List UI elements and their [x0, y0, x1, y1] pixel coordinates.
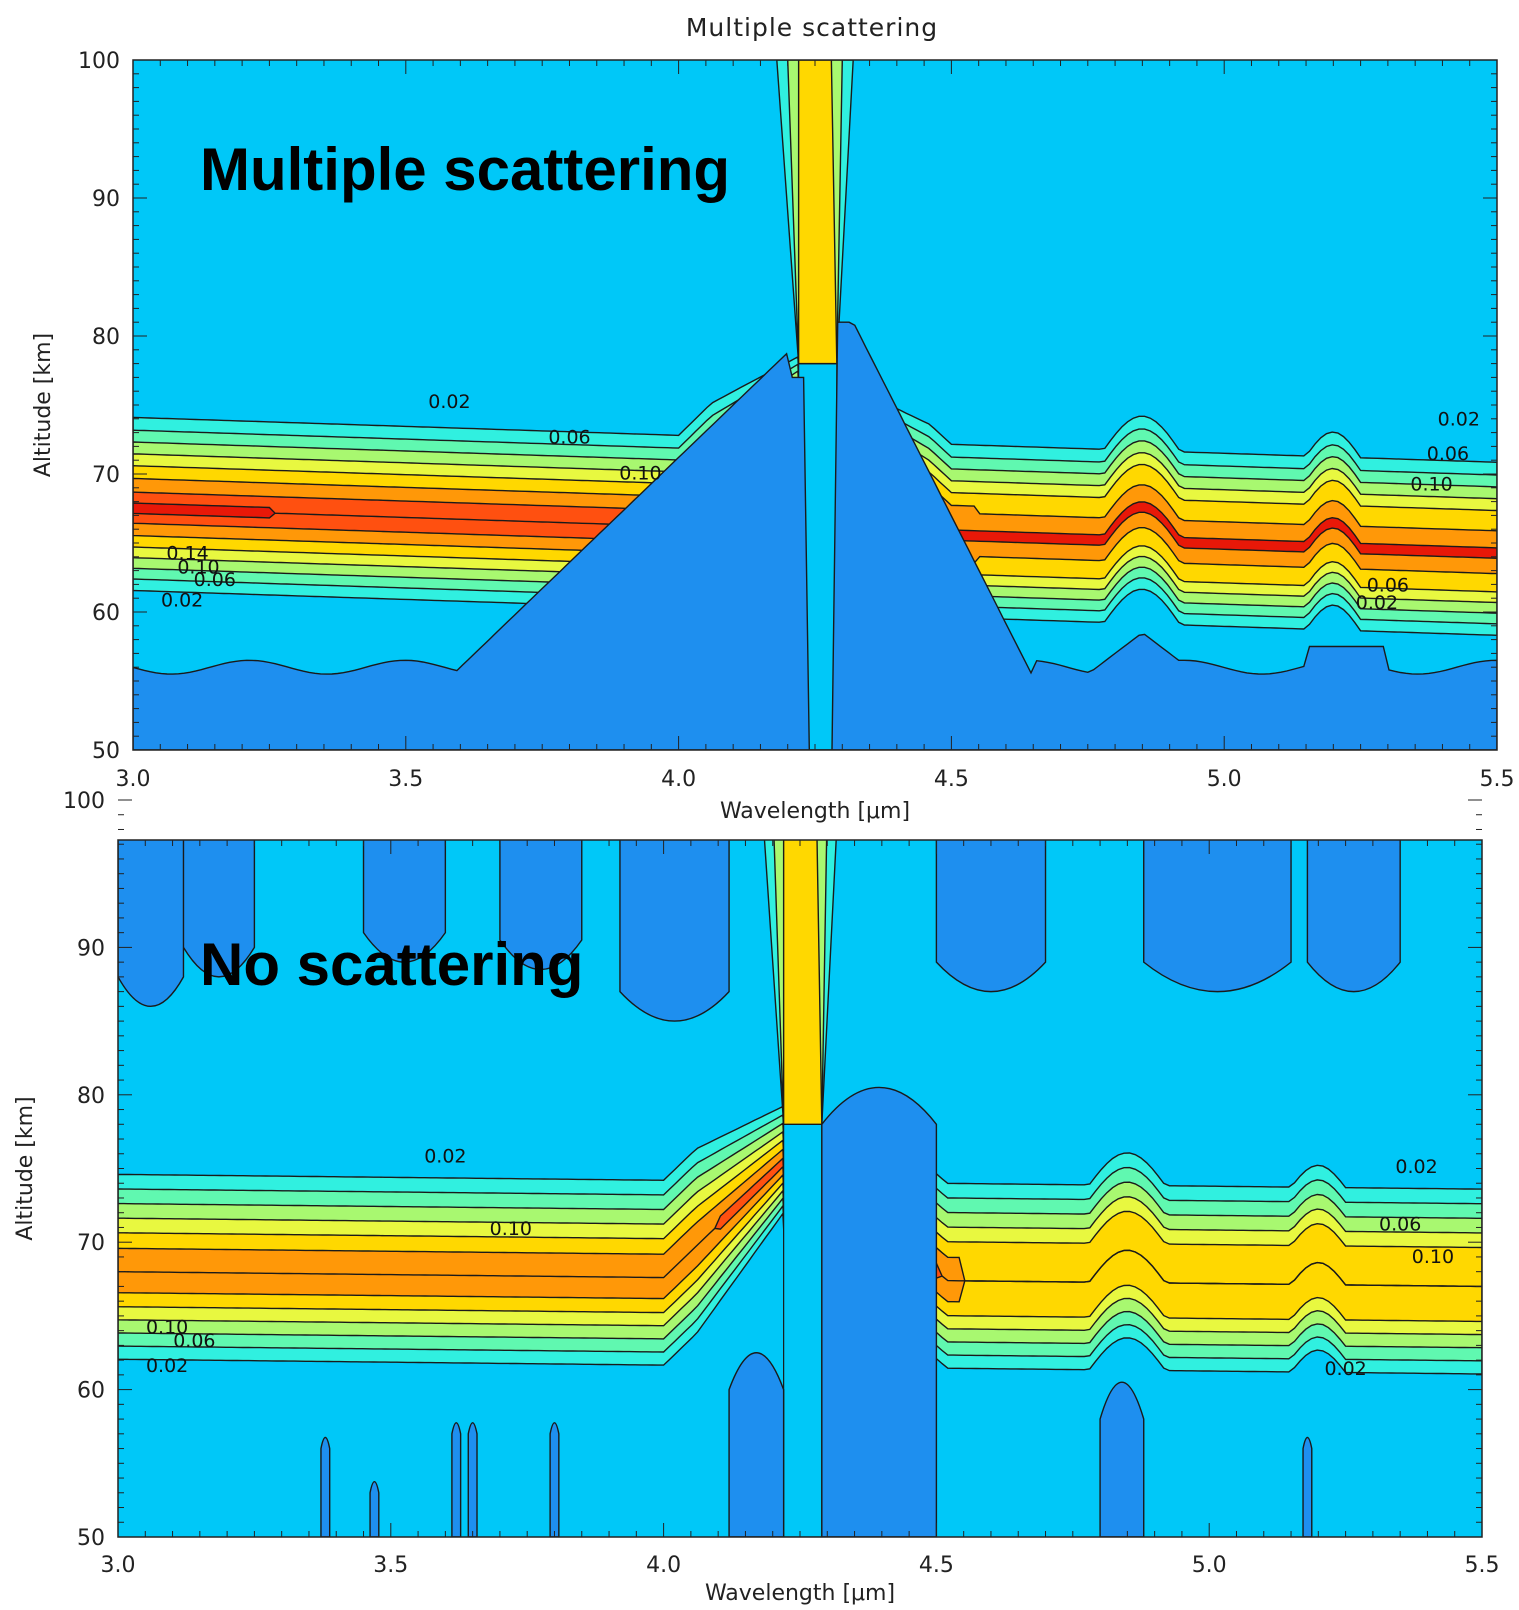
- low-value-region: [118, 840, 1401, 1537]
- contour-label: 0.02: [1324, 1358, 1366, 1380]
- x-tick-label: 3.5: [373, 1553, 408, 1578]
- contour-label: 0.06: [173, 1330, 215, 1352]
- peak-plume-c10: [797, 60, 838, 365]
- plot-area: [118, 840, 1482, 1537]
- y-tick-label: 90: [77, 936, 105, 961]
- contour-label: 0.10: [146, 1317, 188, 1339]
- y-tick-label: 80: [92, 325, 120, 350]
- y-tick-label: 70: [92, 463, 120, 488]
- axis-ticks: [132, 59, 1498, 751]
- axis-ticks: [117, 799, 1483, 1538]
- contour-label: 0.06: [1367, 574, 1409, 596]
- y-tick-label: 60: [77, 1379, 105, 1404]
- x-tick-label: 3.0: [116, 767, 151, 792]
- x-tick-label: 5.5: [1465, 1553, 1500, 1578]
- y-tick-label: 100: [63, 789, 105, 814]
- contour-label: 0.06: [1379, 1213, 1421, 1235]
- y-tick-label: 100: [78, 49, 120, 74]
- x-tick-label: 4.5: [919, 1553, 954, 1578]
- plot-area: [133, 60, 1497, 750]
- contour-label: 0.14: [166, 543, 208, 565]
- contour-band-c14: [118, 1156, 1482, 1288]
- panel-multiple-scattering: 0.020.060.100.140.100.060.020.020.060.10…: [31, 49, 1515, 824]
- x-tick-label: 3.0: [101, 1553, 136, 1578]
- contour-label: 0.06: [194, 569, 236, 591]
- y-tick-label: 50: [77, 1526, 105, 1551]
- x-tick-label: 4.0: [646, 1553, 681, 1578]
- x-tick-label: 5.5: [1480, 767, 1515, 792]
- x-tick-label: 5.0: [1207, 767, 1242, 792]
- panel-no-scattering: 0.020.100.100.060.020.020.060.100.023.0 3…: [13, 789, 1500, 1606]
- x-axis-title: Wavelength [μm]: [705, 1581, 895, 1606]
- x-axis-title: Wavelength [μm]: [720, 799, 910, 824]
- contour-label: 0.02: [1438, 409, 1480, 431]
- y-tick-label: 90: [92, 187, 120, 212]
- contour-band-c16: [133, 404, 1497, 560]
- contour-label: 0.06: [548, 427, 590, 449]
- contour-label: 0.02: [146, 1355, 188, 1377]
- contour-label: 0.02: [1356, 592, 1398, 614]
- contour-label: 0.10: [490, 1218, 532, 1240]
- contour-label: 0.10: [619, 463, 661, 485]
- x-tick-label: 3.5: [388, 767, 423, 792]
- contour-label: 0.02: [428, 391, 470, 413]
- contour-label: 0.02: [1395, 1156, 1437, 1178]
- x-tick-label: 4.0: [661, 767, 696, 792]
- contour-label: 0.02: [424, 1146, 466, 1168]
- peak-plume-c10: [782, 840, 823, 1125]
- y-tick-label: 60: [92, 601, 120, 626]
- figure-title: Multiple scattering: [686, 13, 938, 42]
- x-tick-label: 4.5: [934, 767, 969, 792]
- y-tick-label: 70: [77, 1231, 105, 1256]
- contour-label: 0.10: [1410, 474, 1452, 496]
- y-tick-label: 50: [92, 739, 120, 764]
- y-axis-title: Altitude [km]: [13, 1096, 38, 1240]
- y-tick-label: 80: [77, 1084, 105, 1109]
- contour-label: 0.10: [1412, 1246, 1454, 1268]
- contour-label: 0.10: [177, 556, 219, 578]
- panel-overlay-label: Multiple scattering: [200, 136, 730, 203]
- panel-overlay-label: No scattering: [200, 931, 583, 998]
- y-axis-title: Altitude [km]: [31, 333, 56, 477]
- contour-label: 0.06: [1427, 443, 1469, 465]
- x-tick-label: 5.0: [1192, 1553, 1227, 1578]
- low-value-region: [133, 321, 1497, 750]
- contour-label: 0.02: [161, 589, 203, 611]
